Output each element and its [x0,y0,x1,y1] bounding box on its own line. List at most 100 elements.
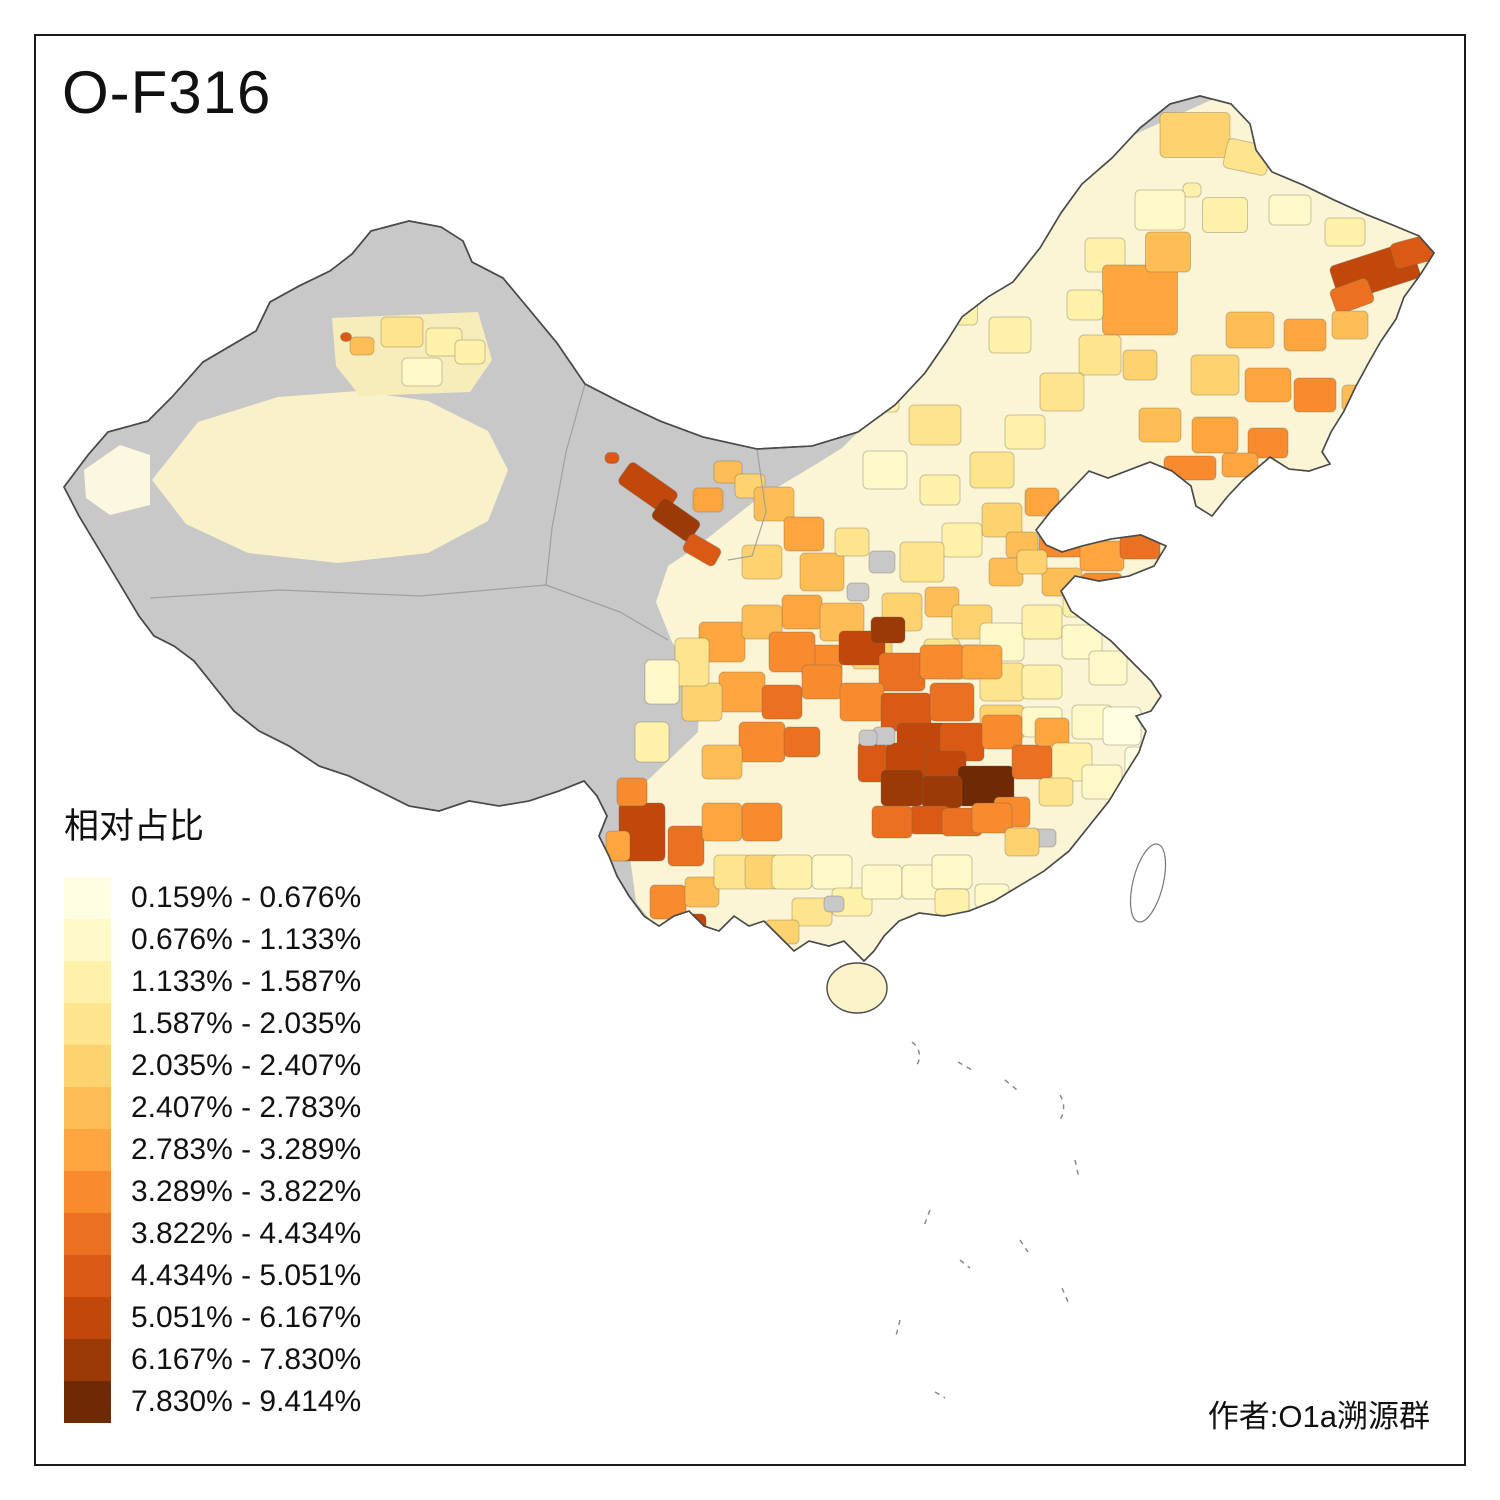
prefecture-cell [1088,650,1128,686]
prefecture-cell [781,594,823,630]
prefecture-cell [921,775,963,809]
prefecture-cell [667,825,705,867]
prefecture-cell [969,451,1015,489]
legend-row: 0.676% - 1.133% [64,919,361,961]
prefecture-cell [684,876,720,908]
prefecture-cell [1163,455,1217,481]
prefecture-cell [1145,231,1191,273]
prefecture-cell [858,729,878,747]
page-title: O-F316 [62,59,272,126]
prefecture-cell [1331,310,1369,340]
legend-row: 3.822% - 4.434% [64,1213,361,1255]
prefecture-cell [1102,264,1178,336]
prefecture-cell [899,541,945,583]
legend-label: 2.035% - 2.407% [131,1049,362,1082]
prefecture-cell [783,726,821,758]
prefecture-cell [681,682,723,722]
legend-swatch [64,877,111,919]
prefecture-cell [919,644,965,680]
legend-label: 7.830% - 9.414% [131,1385,362,1418]
prefecture-cell [801,664,843,700]
prefecture-cell [908,404,962,446]
prefecture-cell [1221,452,1259,478]
prefecture-cell [799,552,845,592]
prefecture-cell [862,450,908,490]
prefecture-cell [651,498,701,542]
prefecture-cell [1244,367,1292,403]
prefecture-cell [1024,487,1060,517]
prefecture-cell [644,659,680,705]
prefecture-cell [877,312,933,358]
prefecture-cell [1021,604,1063,640]
prefecture-cell [1190,354,1240,396]
prefecture-cell [741,544,783,580]
prefecture-cell [741,604,783,640]
legend-swatch [64,1003,111,1045]
prefecture-cell [971,802,1013,834]
prefecture-cells [340,112,1434,951]
legend-swatch [64,1045,111,1087]
legend-swatch [64,919,111,961]
prefecture-cell [1004,827,1040,857]
legend-row: 1.587% - 2.035% [64,1003,361,1045]
prefecture-cell [870,616,906,644]
prefecture-cell [1138,407,1182,443]
prefecture-cell [768,631,816,673]
prefecture-cell [974,883,1010,909]
legend-row: 7.830% - 9.414% [64,1381,361,1423]
prefecture-cell [401,357,443,387]
legend-label: 0.676% - 1.133% [131,923,362,956]
prefecture-cell [1283,318,1327,352]
prefecture-cell [753,486,795,522]
prefecture-cell [634,721,670,763]
prefecture-cell [349,336,375,356]
legend-swatch [64,1255,111,1297]
legend-swatch [64,1339,111,1381]
prefecture-cell [771,854,813,890]
prefecture-cell [340,332,352,342]
prefecture-cell [941,522,983,558]
legend: 相对占比 0.159% - 0.676% 0.676% - 1.133% 1.133… [64,798,361,1423]
prefecture-cell [839,682,885,722]
prefecture-cell [1021,664,1063,700]
legend-swatch [64,1129,111,1171]
prefecture-cell [1081,764,1123,800]
legend-swatch [64,1171,111,1213]
prefecture-cell [1011,744,1053,780]
legend-label: 4.434% - 5.051% [131,1259,362,1292]
prefecture-cell [764,919,800,945]
prefecture-cell [1268,194,1312,226]
prefecture-cell [1039,372,1085,412]
prefecture-cell [981,714,1023,750]
prefecture-cell [846,582,870,602]
prefecture-cell [1182,182,1202,198]
legend-row: 2.035% - 2.407% [64,1045,361,1087]
prefecture-cell [738,721,786,763]
prefecture-cell [605,830,631,862]
legend-row: 5.051% - 6.167% [64,1297,361,1339]
legend-row: 1.133% - 1.587% [64,961,361,1003]
prefecture-cell [1038,777,1074,807]
prefecture-cell [1202,197,1248,233]
legend-swatch [64,1381,111,1423]
prefecture-cell [677,913,707,951]
prefecture-cell [1191,416,1239,454]
prefecture-cell [741,802,783,842]
prefecture-cell [701,744,743,780]
prefecture-cell [1293,377,1337,413]
prefecture-cell [604,452,620,464]
prefecture-cell [1004,414,1046,450]
legend-label: 1.587% - 2.035% [131,1007,362,1040]
prefecture-cell [924,586,960,618]
prefecture-cell [981,502,1023,538]
prefecture-cell [380,316,424,348]
prefecture-cell [1324,217,1366,247]
prefecture-cell [1081,572,1123,600]
legend-label: 0.159% - 0.676% [131,881,362,914]
attribution-text: 作者:O1a溯源群 [1207,1399,1430,1434]
prefecture-cell [761,684,803,720]
prefecture-cell [1134,189,1186,231]
prefecture-cell [932,284,978,326]
prefecture-cell [454,339,486,365]
prefecture-cell [1225,311,1275,349]
